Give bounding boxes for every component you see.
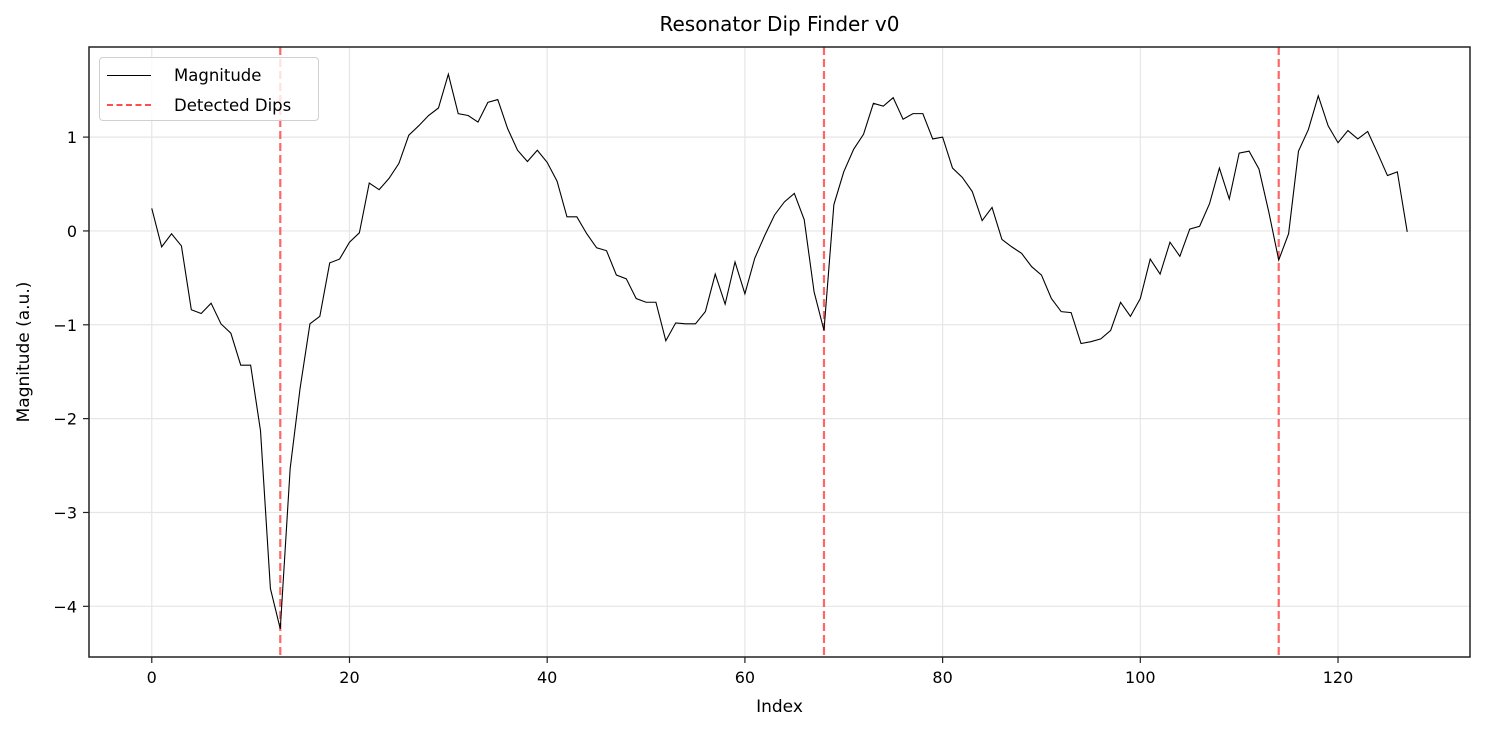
legend-label: Detected Dips (174, 95, 292, 115)
y-tick-label: −3 (53, 503, 77, 522)
x-axis-label: Index (756, 697, 803, 717)
x-tick-label: 40 (537, 668, 557, 687)
legend-item-magnitude: Magnitude (107, 64, 261, 86)
legend-label: Magnitude (174, 65, 262, 85)
axes-frame (88, 46, 1471, 658)
y-tick-label: −2 (53, 410, 77, 429)
detected-dip-lines (279, 47, 1280, 657)
magnitude-series (151, 72, 1408, 629)
y-axis-label: Magnitude (a.u.) (14, 281, 34, 423)
x-tick-label: 20 (339, 668, 359, 687)
dashed-line-icon (107, 104, 151, 106)
grid-lines (89, 47, 1470, 657)
legend-item-detected-dips: Detected Dips (107, 94, 291, 116)
y-tick-label: −4 (53, 597, 77, 616)
x-tick-label: 120 (1323, 668, 1354, 687)
y-tick-label: 1 (67, 128, 77, 147)
solid-line-icon (107, 74, 151, 76)
y-tick-label: 0 (67, 222, 77, 241)
magnitude-line (151, 72, 1408, 629)
x-tick-label: 80 (932, 668, 952, 687)
chart-title: Resonator Dip Finder v0 (659, 12, 900, 36)
axis-ticks: 0 20 40 60 80 100 120 −4 −3 −2 −1 0 1 (53, 128, 1353, 687)
x-tick-label: 100 (1125, 668, 1156, 687)
legend: Magnitude Detected Dips (99, 57, 319, 121)
x-tick-label: 0 (147, 668, 157, 687)
y-tick-label: −1 (53, 316, 77, 335)
x-tick-label: 60 (735, 668, 755, 687)
